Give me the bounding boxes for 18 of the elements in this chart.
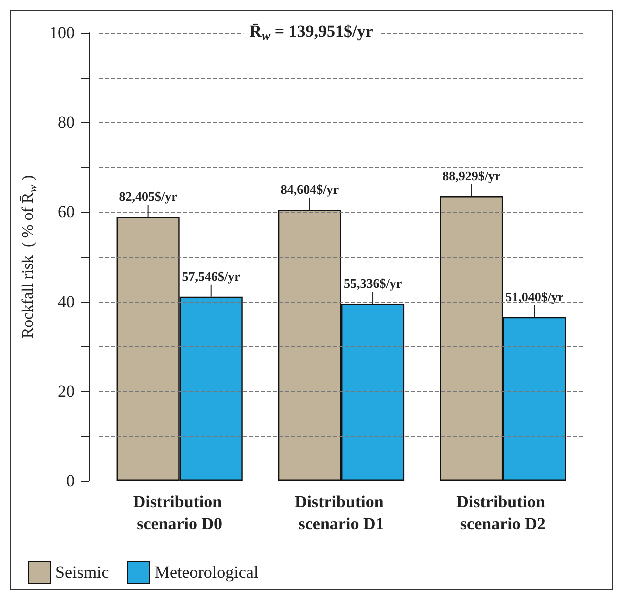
x-tick-label: Distribution scenario D2: [456, 492, 550, 534]
y-axis-title: Rockfall risk ( % of R̄w ): [20, 175, 40, 339]
legend-label: Seismic: [56, 563, 110, 582]
legend-label: Meteorological: [154, 563, 259, 582]
y-tick-label: 20: [58, 382, 75, 401]
y-tick-label: 60: [58, 202, 75, 222]
annotation: 82,405$/yr: [119, 189, 178, 204]
x-tick-label: Distribution scenario D0: [133, 492, 226, 534]
annotation: 57,546$/yr: [182, 268, 241, 284]
annotation: 55,336$/yr: [344, 276, 402, 292]
annotation: 84,604$/yr: [280, 182, 340, 197]
annotation: 88,929$/yr: [442, 168, 501, 184]
annotation: 51,040$/yr: [506, 289, 564, 304]
y-tick-label: 40: [58, 292, 75, 312]
y-tick-label: 80: [58, 113, 75, 132]
y-tick-label: 0: [66, 472, 75, 490]
x-tick-label: Distribution scenario D1: [294, 492, 388, 534]
y-tick-label: 100: [50, 24, 75, 42]
